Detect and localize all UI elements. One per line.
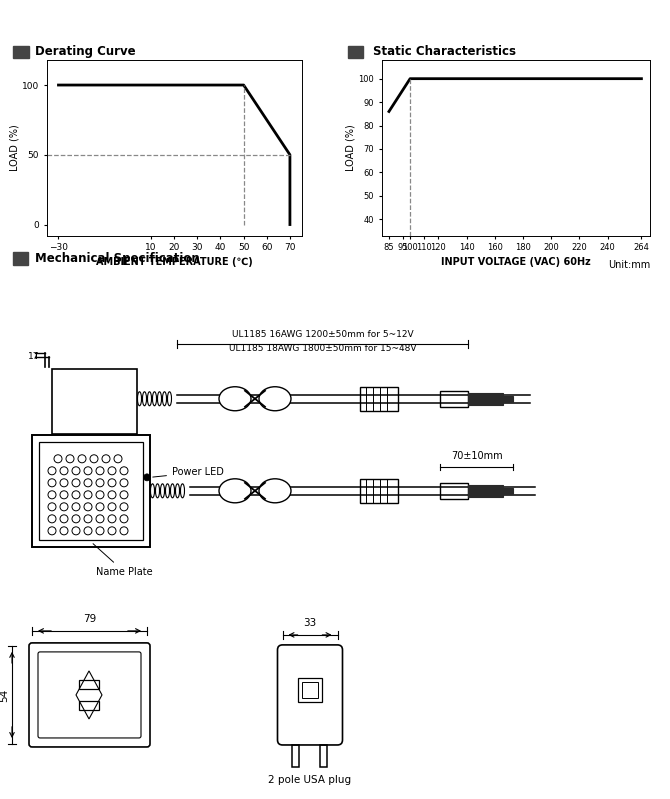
Bar: [13, 46, 29, 58]
Text: 54: 54: [0, 688, 9, 702]
Ellipse shape: [219, 387, 251, 411]
X-axis label: AMBIENT TEMPERATURE (℃): AMBIENT TEMPERATURE (℃): [96, 256, 253, 267]
Bar: [440, 483, 468, 499]
Bar: [292, 745, 299, 767]
Bar: [52, 368, 137, 434]
Text: Unit:mm: Unit:mm: [608, 260, 650, 270]
Ellipse shape: [219, 479, 251, 503]
Bar: [39, 442, 143, 540]
Bar: [360, 387, 398, 411]
Bar: [468, 485, 503, 497]
Bar: [32, 435, 150, 547]
Bar: [468, 393, 503, 405]
Text: Static Characteristics: Static Characteristics: [373, 46, 515, 58]
Bar: [348, 46, 364, 58]
Y-axis label: LOAD (%): LOAD (%): [346, 125, 356, 171]
Text: 70±10mm: 70±10mm: [451, 451, 502, 461]
Bar: [360, 479, 398, 503]
Bar: [79, 680, 99, 689]
Text: 79: 79: [83, 614, 96, 624]
Text: UL1185 18AWG 1800±50mm for 15~48V: UL1185 18AWG 1800±50mm for 15~48V: [228, 344, 416, 352]
Text: Name Plate: Name Plate: [93, 543, 153, 577]
Text: 33: 33: [304, 618, 317, 628]
Text: 17: 17: [28, 352, 40, 360]
Bar: [13, 252, 28, 264]
Y-axis label: LOAD (%): LOAD (%): [9, 125, 19, 171]
Bar: [440, 391, 468, 407]
Text: 2 pole USA plug: 2 pole USA plug: [269, 775, 352, 785]
X-axis label: INPUT VOLTAGE (VAC) 60Hz: INPUT VOLTAGE (VAC) 60Hz: [441, 256, 591, 267]
Bar: [298, 678, 322, 702]
Bar: [503, 396, 513, 402]
Text: Mechanical Specification: Mechanical Specification: [35, 252, 200, 264]
Bar: [302, 682, 318, 698]
Bar: [503, 488, 513, 494]
Text: UL1185 16AWG 1200±50mm for 5~12V: UL1185 16AWG 1200±50mm for 5~12V: [232, 330, 413, 339]
Ellipse shape: [259, 479, 291, 503]
Ellipse shape: [259, 387, 291, 411]
Bar: [320, 745, 327, 767]
Text: Power LED: Power LED: [153, 467, 224, 477]
Text: Derating Curve: Derating Curve: [35, 46, 135, 58]
Circle shape: [143, 474, 151, 481]
Bar: [79, 701, 99, 710]
